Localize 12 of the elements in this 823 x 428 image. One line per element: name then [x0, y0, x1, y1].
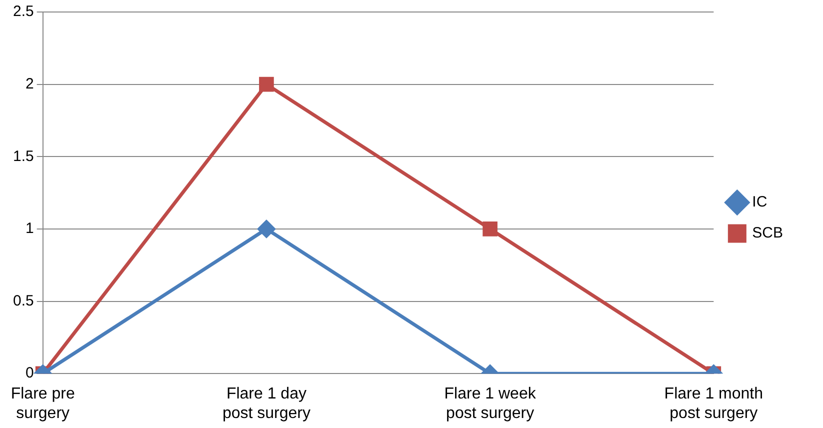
x-tick-label: Flare pre surgery — [10, 386, 75, 422]
y-tick-label: 2 — [26, 75, 34, 92]
y-tick-label: 0 — [26, 364, 34, 382]
legend-label: IC — [752, 194, 768, 211]
x-tick-label: Flare 1 week post surgery — [444, 386, 537, 422]
y-tick-label: 1 — [26, 220, 34, 238]
y-tick-label: 2.5 — [12, 3, 34, 20]
x-tick-label: Flare 1 month post surgery — [664, 386, 764, 422]
y-tick-label: 0.5 — [12, 292, 34, 310]
x-tick-label: Flare 1 day post surgery — [222, 386, 310, 422]
y-tick-label: 1.5 — [12, 148, 34, 165]
legend-label: SCB — [752, 224, 783, 242]
